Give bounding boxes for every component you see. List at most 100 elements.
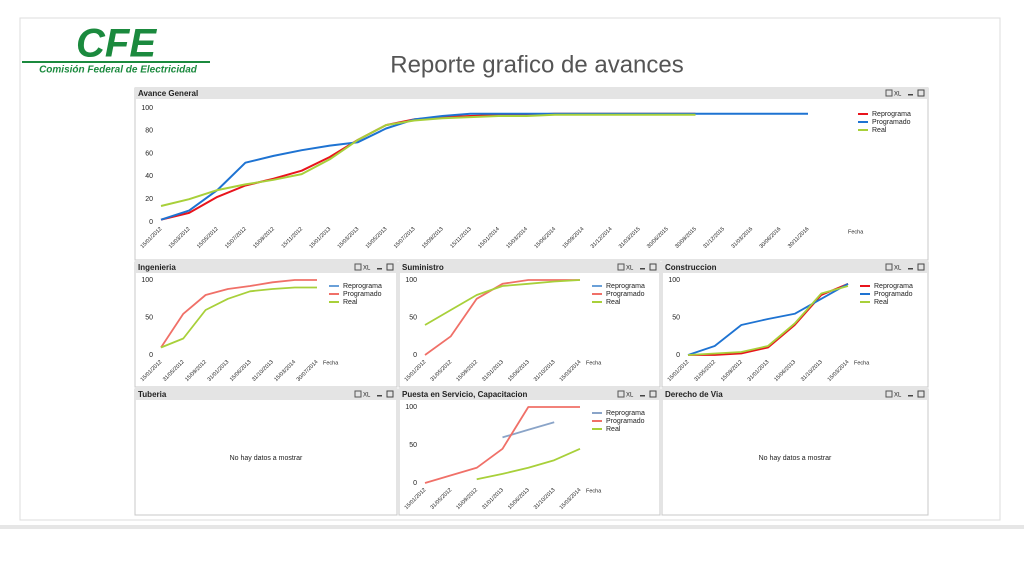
series-line <box>424 406 580 484</box>
panel-title: Ingenieria <box>138 263 176 272</box>
y-tick-label: 50 <box>409 442 417 449</box>
maximize-icon <box>386 390 394 398</box>
panel-title: Construccion <box>665 263 717 272</box>
panel-header <box>135 88 928 99</box>
legend-label: Programado <box>874 291 913 298</box>
legend-label: Programado <box>343 291 382 298</box>
legend-label: Real <box>872 127 887 134</box>
y-tick-label: 50 <box>145 314 153 321</box>
legend-label: Reprograma <box>606 410 645 417</box>
y-tick-label: 0 <box>149 352 153 359</box>
slide-frame <box>19 17 1001 521</box>
legend-label: Programado <box>606 418 645 425</box>
panel-title: Tuberia <box>138 390 167 399</box>
minimize-icon <box>908 395 913 397</box>
minimize-icon <box>908 94 913 96</box>
panel-header <box>399 262 660 273</box>
series-line <box>476 447 581 481</box>
export-label: XL <box>363 393 371 399</box>
export-label: XL <box>894 393 902 399</box>
print-icon <box>885 263 893 271</box>
series-line <box>160 112 808 221</box>
maximize-icon <box>917 89 925 97</box>
footer-band <box>0 525 1024 529</box>
maximize-icon <box>386 263 394 271</box>
y-tick-label: 20 <box>145 196 153 203</box>
y-tick-label: 50 <box>409 314 417 321</box>
page-title: Reporte grafico de avances <box>390 51 684 78</box>
x-axis-label: Fecha <box>323 360 339 366</box>
panel-title: Suministro <box>402 263 444 272</box>
y-tick-label: 100 <box>405 404 417 411</box>
logo: CFE <box>76 22 157 66</box>
export-label: XL <box>626 393 634 399</box>
panel-title: Derecho de Via <box>665 390 723 399</box>
print-icon <box>354 390 362 398</box>
panel-header <box>662 389 928 400</box>
legend-label: Programado <box>606 291 645 298</box>
x-axis-label: Fecha <box>586 488 602 494</box>
series-line <box>160 279 317 348</box>
series-line <box>160 113 696 207</box>
y-tick-label: 0 <box>676 352 680 359</box>
y-tick-label: 50 <box>672 314 680 321</box>
y-tick-label: 100 <box>668 277 680 284</box>
panel-header <box>135 389 397 400</box>
y-tick-label: 0 <box>149 219 153 226</box>
y-tick-label: 100 <box>141 105 153 112</box>
minimize-icon <box>640 268 645 270</box>
x-axis-label: Fecha <box>854 360 870 366</box>
series-line <box>424 279 581 326</box>
y-tick-label: 0 <box>413 480 417 487</box>
minimize-icon <box>640 395 645 397</box>
panel-header <box>662 262 928 273</box>
legend-label: Reprograma <box>872 111 911 118</box>
export-label: XL <box>894 92 902 98</box>
minimize-icon <box>908 268 913 270</box>
export-label: XL <box>626 266 634 272</box>
panel <box>134 388 398 516</box>
y-tick-label: 100 <box>141 277 153 284</box>
y-tick-label: 40 <box>145 173 153 180</box>
logo-subtitle: Comisión Federal de Electricidad <box>39 65 198 76</box>
maximize-icon <box>917 263 925 271</box>
print-icon <box>885 89 893 97</box>
maximize-icon <box>649 390 657 398</box>
maximize-icon <box>917 390 925 398</box>
panel-title: Puesta en Servicio, Capacitacion <box>402 390 527 399</box>
series-line <box>160 286 317 349</box>
legend-label: Reprograma <box>874 283 913 290</box>
x-axis-label: Fecha <box>848 229 864 235</box>
print-icon <box>885 390 893 398</box>
series-line <box>687 283 849 356</box>
series-line <box>688 282 849 356</box>
print-icon <box>354 263 362 271</box>
panel-title: Avance General <box>138 89 198 98</box>
series-line <box>687 285 849 356</box>
minimize-icon <box>377 268 382 270</box>
export-label: XL <box>363 266 371 272</box>
x-axis-label: Fecha <box>586 360 602 366</box>
series-line <box>424 279 580 356</box>
legend-label: Reprograma <box>606 283 645 290</box>
panel <box>398 388 661 516</box>
empty-message: No hay datos a mostrar <box>759 455 832 462</box>
y-tick-label: 0 <box>413 352 417 359</box>
panel-header <box>399 389 660 400</box>
legend-label: Programado <box>872 119 911 126</box>
legend-label: Reprograma <box>343 283 382 290</box>
panel-header <box>135 262 397 273</box>
export-label: XL <box>894 266 902 272</box>
legend-label: Real <box>606 426 621 433</box>
minimize-icon <box>377 395 382 397</box>
panel <box>661 388 929 516</box>
y-tick-label: 80 <box>145 128 153 135</box>
legend-label: Real <box>874 299 889 306</box>
y-tick-label: 100 <box>405 277 417 284</box>
empty-message: No hay datos a mostrar <box>230 455 303 462</box>
print-icon <box>617 390 625 398</box>
y-tick-label: 60 <box>145 150 153 157</box>
legend-label: Real <box>343 299 358 306</box>
legend-label: Real <box>606 299 621 306</box>
